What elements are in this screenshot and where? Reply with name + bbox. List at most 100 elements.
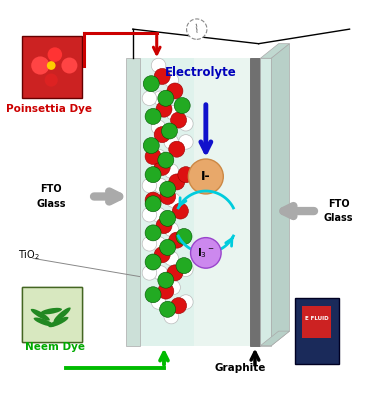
Circle shape: [145, 225, 161, 241]
Ellipse shape: [41, 308, 62, 314]
Circle shape: [166, 193, 180, 208]
Circle shape: [151, 120, 166, 135]
Circle shape: [178, 295, 193, 309]
Circle shape: [156, 218, 172, 233]
Circle shape: [151, 295, 166, 309]
Circle shape: [158, 90, 174, 106]
Circle shape: [158, 272, 174, 288]
Circle shape: [187, 19, 207, 39]
Text: I-: I-: [201, 170, 211, 183]
Circle shape: [167, 83, 183, 99]
Circle shape: [172, 203, 188, 219]
Circle shape: [178, 262, 193, 277]
Circle shape: [145, 167, 161, 183]
Circle shape: [156, 101, 172, 117]
Circle shape: [160, 301, 176, 317]
Circle shape: [164, 73, 178, 87]
Circle shape: [158, 283, 174, 299]
Circle shape: [154, 127, 170, 143]
Circle shape: [191, 238, 221, 268]
Circle shape: [153, 178, 168, 193]
Circle shape: [164, 251, 178, 266]
Circle shape: [151, 58, 166, 73]
Circle shape: [164, 164, 178, 178]
Circle shape: [176, 228, 192, 244]
Text: Poinsettia Dye: Poinsettia Dye: [7, 104, 92, 114]
Text: Glass: Glass: [324, 213, 354, 223]
Circle shape: [45, 73, 58, 86]
Circle shape: [166, 106, 180, 120]
Circle shape: [169, 174, 185, 190]
Text: TiO$_2$: TiO$_2$: [18, 248, 40, 262]
Circle shape: [145, 108, 161, 125]
Text: I$_3$$^-$: I$_3$$^-$: [197, 246, 215, 260]
Ellipse shape: [31, 309, 50, 321]
Circle shape: [164, 135, 178, 149]
FancyBboxPatch shape: [22, 287, 82, 342]
Circle shape: [170, 112, 187, 128]
Circle shape: [160, 210, 176, 226]
Circle shape: [151, 149, 166, 164]
Circle shape: [178, 135, 193, 149]
Circle shape: [178, 116, 193, 131]
Polygon shape: [260, 58, 271, 346]
Circle shape: [162, 123, 177, 139]
Circle shape: [164, 309, 178, 324]
Circle shape: [164, 222, 178, 237]
FancyBboxPatch shape: [126, 58, 140, 346]
Text: E FLUID: E FLUID: [305, 316, 329, 321]
Circle shape: [151, 237, 166, 251]
FancyBboxPatch shape: [22, 287, 82, 342]
Circle shape: [143, 76, 159, 92]
Circle shape: [47, 61, 56, 70]
Text: Glass: Glass: [36, 199, 66, 209]
Circle shape: [142, 237, 157, 251]
Ellipse shape: [54, 307, 71, 322]
Ellipse shape: [49, 317, 69, 327]
Circle shape: [188, 159, 223, 194]
Circle shape: [142, 91, 157, 106]
Circle shape: [151, 208, 166, 222]
Circle shape: [154, 160, 170, 175]
Circle shape: [145, 287, 161, 303]
Circle shape: [61, 57, 77, 73]
Circle shape: [145, 149, 161, 165]
Polygon shape: [260, 44, 290, 58]
Circle shape: [31, 57, 49, 75]
Text: Graphite: Graphite: [215, 362, 266, 373]
FancyBboxPatch shape: [194, 58, 249, 346]
Circle shape: [160, 239, 176, 255]
Circle shape: [143, 138, 159, 154]
FancyBboxPatch shape: [22, 37, 82, 98]
Circle shape: [154, 68, 170, 84]
Circle shape: [178, 167, 194, 183]
Circle shape: [154, 247, 170, 263]
Text: /: /: [193, 24, 200, 34]
Circle shape: [169, 141, 185, 157]
Circle shape: [145, 196, 161, 212]
Circle shape: [158, 152, 174, 168]
FancyBboxPatch shape: [302, 306, 331, 338]
Circle shape: [145, 254, 161, 270]
Circle shape: [160, 189, 176, 204]
Text: Electrolyte: Electrolyte: [165, 66, 236, 79]
Ellipse shape: [34, 318, 54, 327]
Circle shape: [169, 232, 185, 248]
Polygon shape: [249, 58, 260, 346]
Circle shape: [142, 178, 157, 193]
Circle shape: [160, 181, 176, 197]
Circle shape: [166, 280, 180, 295]
Circle shape: [145, 192, 161, 208]
Circle shape: [47, 47, 62, 62]
Text: FTO: FTO: [40, 184, 62, 194]
Circle shape: [153, 266, 168, 280]
Polygon shape: [260, 331, 290, 346]
Circle shape: [174, 97, 190, 114]
Circle shape: [176, 258, 192, 274]
Circle shape: [170, 298, 187, 314]
Circle shape: [142, 266, 157, 280]
FancyBboxPatch shape: [140, 58, 194, 346]
Circle shape: [153, 91, 168, 106]
Circle shape: [167, 265, 183, 281]
Text: FTO: FTO: [328, 199, 349, 209]
